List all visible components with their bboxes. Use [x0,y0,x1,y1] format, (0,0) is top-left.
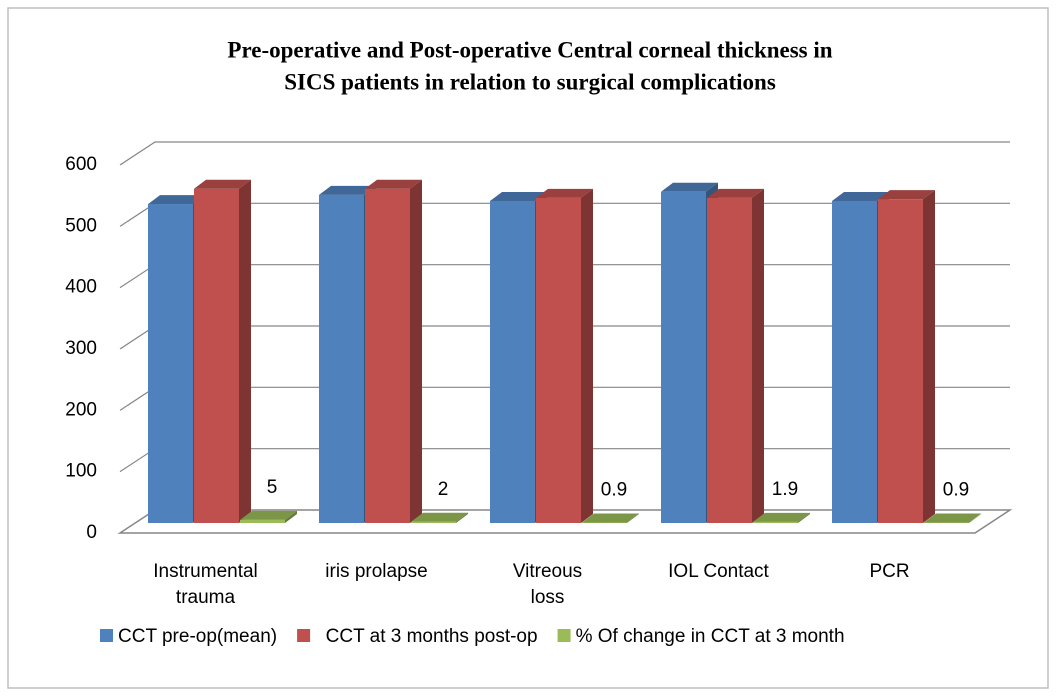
bar [194,179,251,523]
legend-swatch [297,629,311,642]
bar-top [582,513,639,523]
data-label: 5 [267,477,278,498]
data-label: 1.9 [772,479,798,500]
bar-top [878,190,935,200]
bar-front [832,201,877,523]
legend-swatch [100,629,113,642]
y-tick-label: 300 [65,338,97,359]
legend-label: % Of change in CCT at 3 month [576,626,845,647]
y-tick-label: 500 [65,215,97,236]
bar-front [536,197,581,523]
bar-front [148,204,193,524]
bar-side [239,179,251,523]
bar [240,510,297,523]
bar-front [194,188,239,523]
bar-side [923,190,935,523]
bar [878,190,935,523]
bar-front [878,199,923,523]
bar [582,513,639,523]
bar-front [707,197,752,523]
bar-side [410,179,422,523]
chart-subtitle: SICS patients in relation to surgical co… [284,69,776,94]
legend-swatch [557,629,571,642]
x-tick-label: Vitreous loss [513,561,582,608]
bar-top [365,179,422,189]
chart-title: Pre-operative and Post-operative Central… [227,37,832,62]
legend-label: CCT at 3 months post-op [315,626,537,647]
grid-line [119,141,1010,166]
floor [117,509,1013,534]
bar-front [753,521,798,523]
bar-front [582,522,627,523]
bar-top [490,192,547,201]
bar-top [319,185,376,195]
bar-front [661,191,706,524]
bar-front [319,194,364,523]
bar-top [194,179,251,189]
bar-front [924,522,969,523]
bar-side [627,513,639,523]
bar-side [752,188,764,523]
bar-side [798,512,810,523]
bar-top [753,512,810,522]
bar-side [581,188,593,523]
y-tick-label: 100 [65,461,97,482]
y-tick-label: 600 [65,154,97,175]
bar-top [411,512,468,522]
y-tick-label: 400 [65,277,97,298]
bar-front [411,521,456,523]
bar-top [924,513,981,523]
legend-label: CCT pre-op(mean) [118,626,277,647]
bar-top [240,510,297,520]
bar-side [285,510,297,523]
x-tick-label: PCR [869,561,909,582]
bar-top [536,188,593,198]
bar [536,188,593,523]
bar [365,179,422,523]
data-label: 0.9 [943,479,969,500]
bar-top [832,192,889,201]
bar-front [490,201,535,523]
bar-front [365,188,410,523]
y-tick-label: 0 [86,522,97,543]
bar [924,513,981,523]
bar [707,188,764,523]
bar-top [707,188,764,198]
bar [411,512,468,523]
bar-side [969,513,981,523]
x-tick-label: iris prolapse [325,561,427,582]
data-label: 0.9 [601,479,627,500]
x-tick-label: IOL Contact [668,561,769,582]
bar-top [148,195,205,205]
bar-front [240,519,285,523]
data-label: 2 [438,479,449,500]
bar [753,512,810,523]
bar-side [456,512,468,523]
bar-top [661,182,718,192]
y-tick-label: 200 [65,399,97,420]
x-tick-label: Instrumental trauma [153,561,258,608]
